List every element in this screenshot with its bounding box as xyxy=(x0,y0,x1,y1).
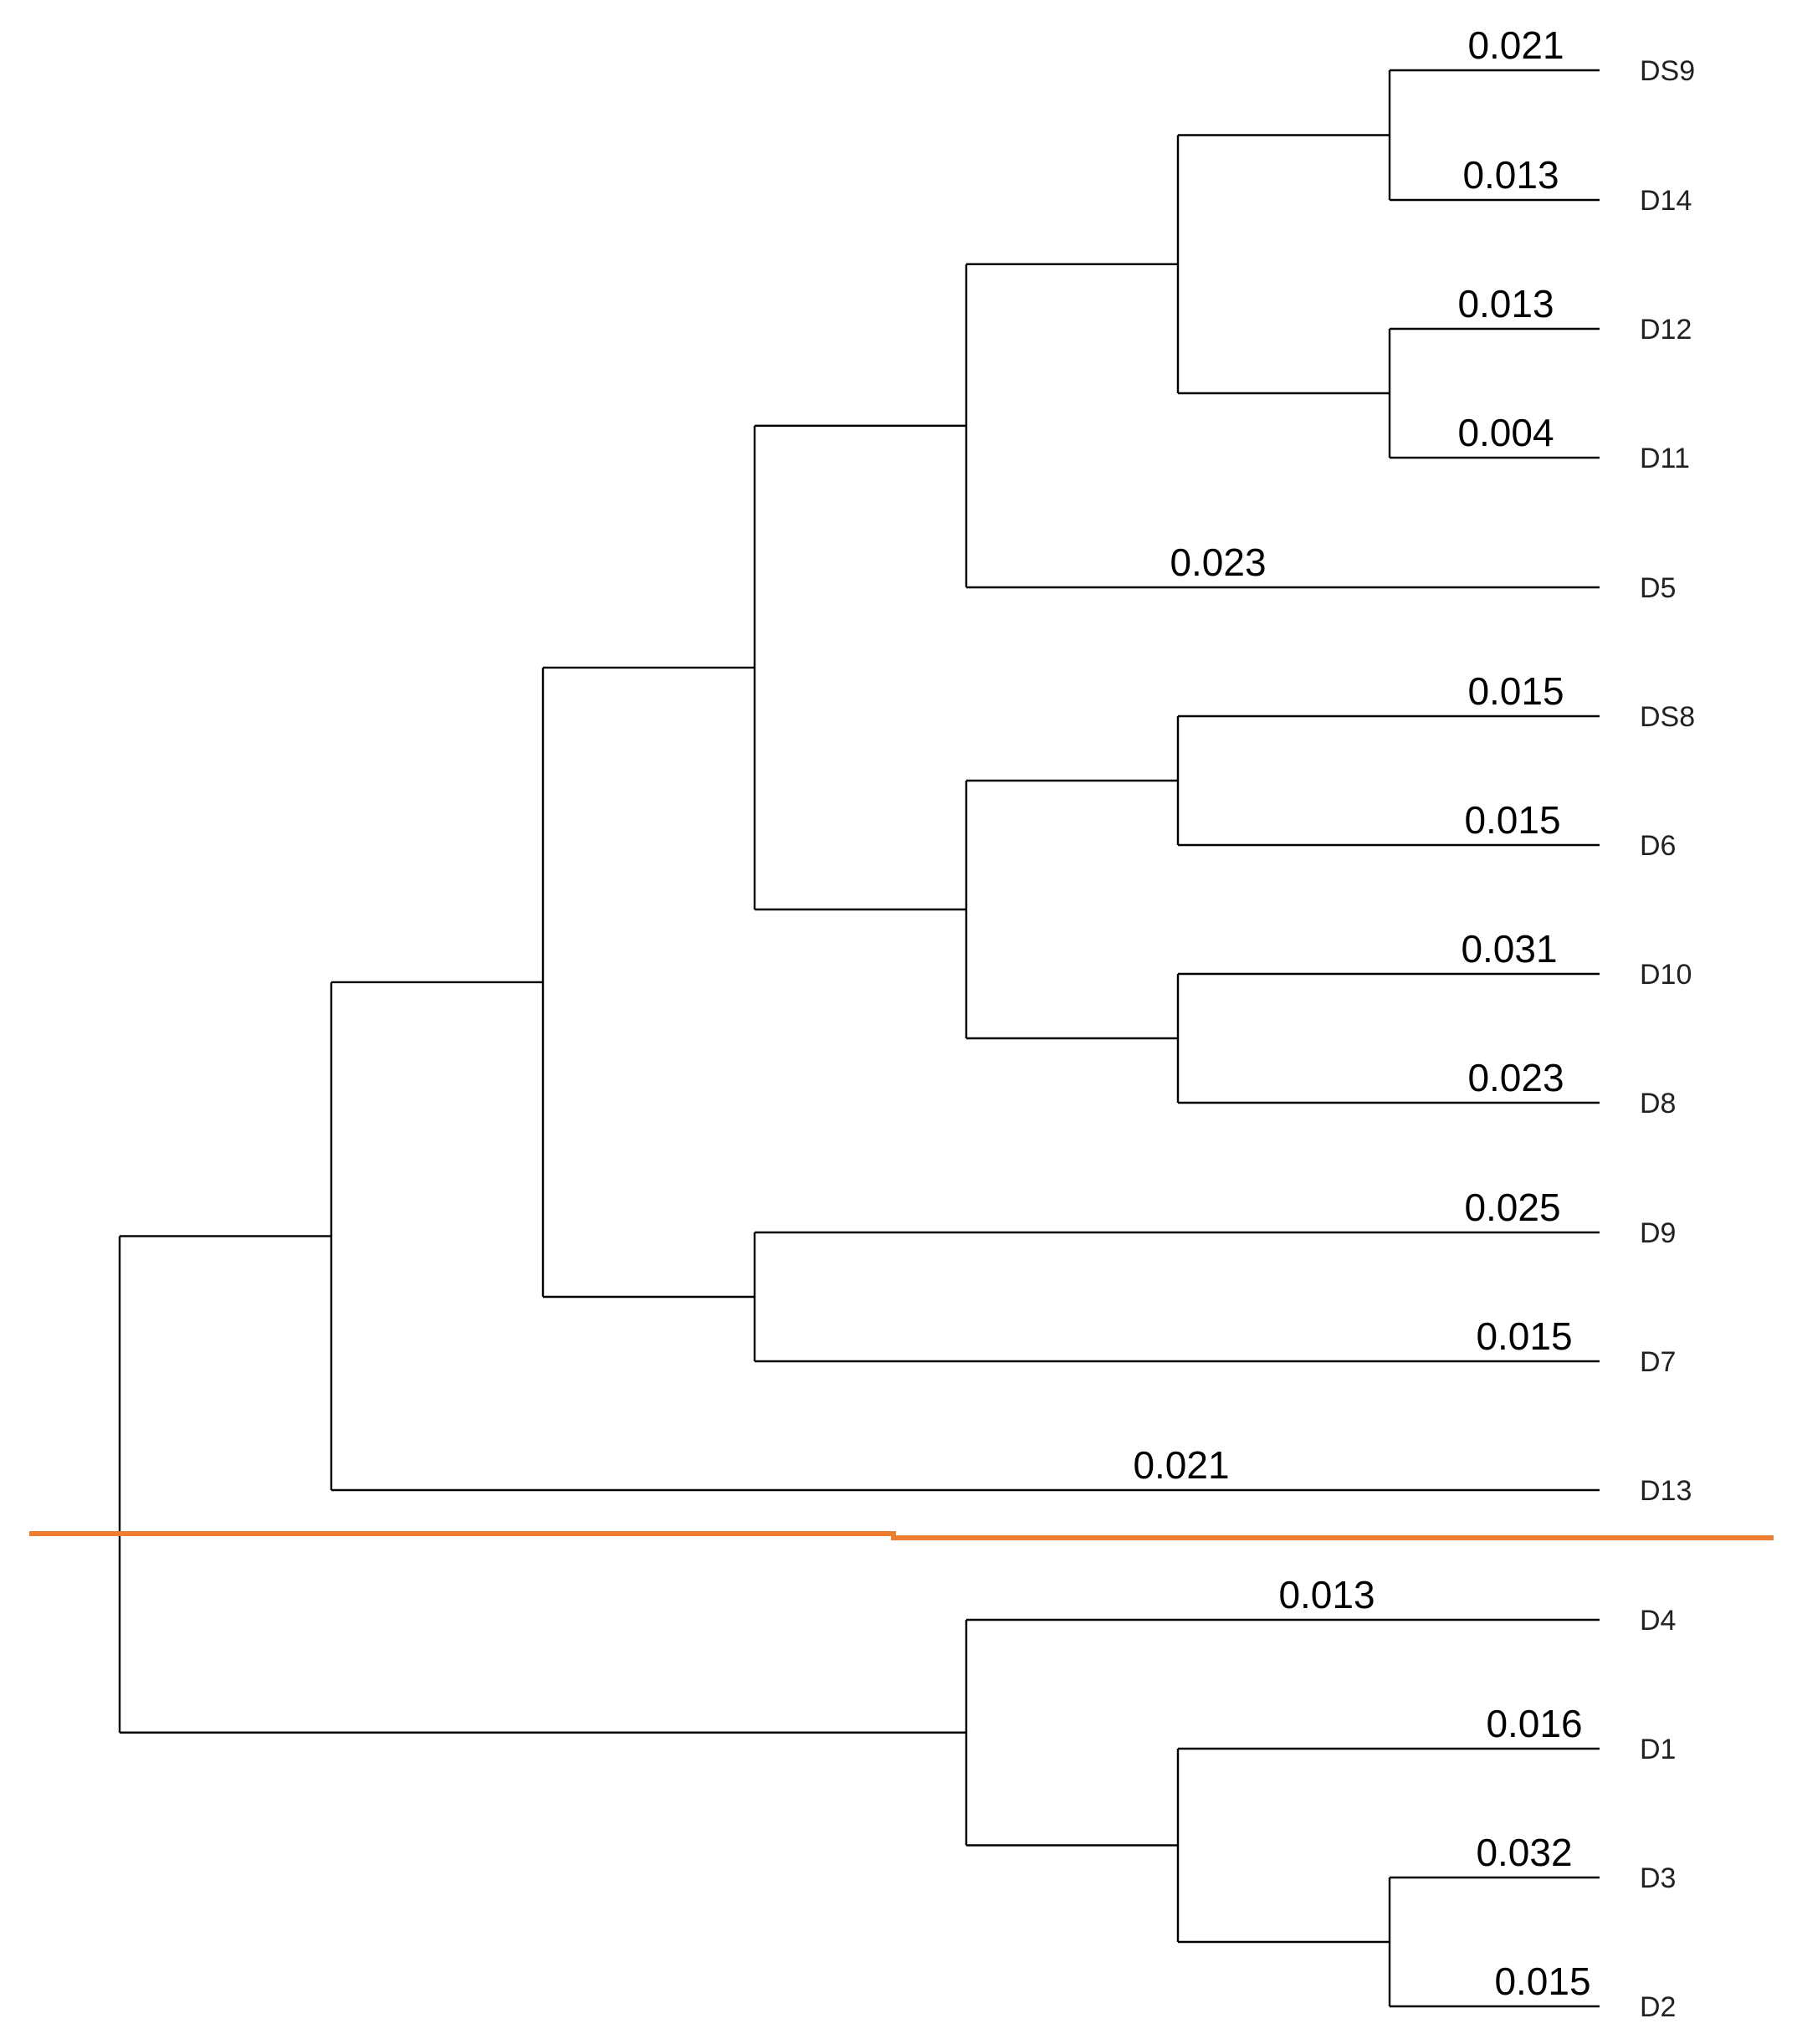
leaf-label-ds9: DS9 xyxy=(1640,55,1695,87)
branches xyxy=(118,69,1600,2008)
distance-label-d9: 0.025 xyxy=(1464,1186,1560,1229)
distance-label-ds8: 0.015 xyxy=(1467,669,1564,713)
leaf-label-d3: D3 xyxy=(1640,1862,1676,1894)
distance-label-d4: 0.013 xyxy=(1278,1573,1375,1616)
leaf-label-d7: D7 xyxy=(1640,1346,1676,1378)
distance-label-d7: 0.015 xyxy=(1476,1314,1572,1358)
leaf-label-d5: D5 xyxy=(1640,572,1676,604)
leaf-label-d9: D9 xyxy=(1640,1217,1676,1249)
leaf-label-d4: D4 xyxy=(1640,1605,1676,1637)
distance-label-d3: 0.032 xyxy=(1476,1831,1572,1874)
distance-label-ds9: 0.021 xyxy=(1467,23,1564,67)
distance-label-d8: 0.023 xyxy=(1467,1056,1564,1099)
leaf-label-d10: D10 xyxy=(1640,959,1692,991)
leaf-label-d13: D13 xyxy=(1640,1475,1692,1507)
leaf-label-d1: D1 xyxy=(1640,1734,1676,1765)
leaf-label-d8: D8 xyxy=(1640,1088,1676,1119)
leaf-label-d12: D12 xyxy=(1640,314,1692,346)
distance-label-d10: 0.031 xyxy=(1461,927,1557,971)
distance-label-d13: 0.021 xyxy=(1133,1443,1229,1487)
labels: DS9 0.021 D14 0.013 D12 0.013 D11 0.004 D5 0.023 D… xyxy=(1133,23,1695,2023)
cut-line-stroke xyxy=(29,1531,1774,1540)
distance-label-d2: 0.015 xyxy=(1494,1959,1590,2003)
distance-label-d12: 0.013 xyxy=(1457,282,1554,325)
distance-label-d11: 0.004 xyxy=(1457,411,1554,454)
leaf-label-d11: D11 xyxy=(1640,443,1690,474)
leaf-label-d2: D2 xyxy=(1640,1991,1676,2023)
leaf-label-d6: D6 xyxy=(1640,830,1676,862)
cut-line xyxy=(29,1531,1774,1540)
distance-label-d1: 0.016 xyxy=(1486,1702,1582,1745)
distance-label-d5: 0.023 xyxy=(1170,540,1266,584)
leaf-label-d14: D14 xyxy=(1640,185,1692,217)
distance-label-d6: 0.015 xyxy=(1464,798,1560,842)
leaf-label-ds8: DS8 xyxy=(1640,701,1695,733)
distance-label-d14: 0.013 xyxy=(1462,153,1559,197)
